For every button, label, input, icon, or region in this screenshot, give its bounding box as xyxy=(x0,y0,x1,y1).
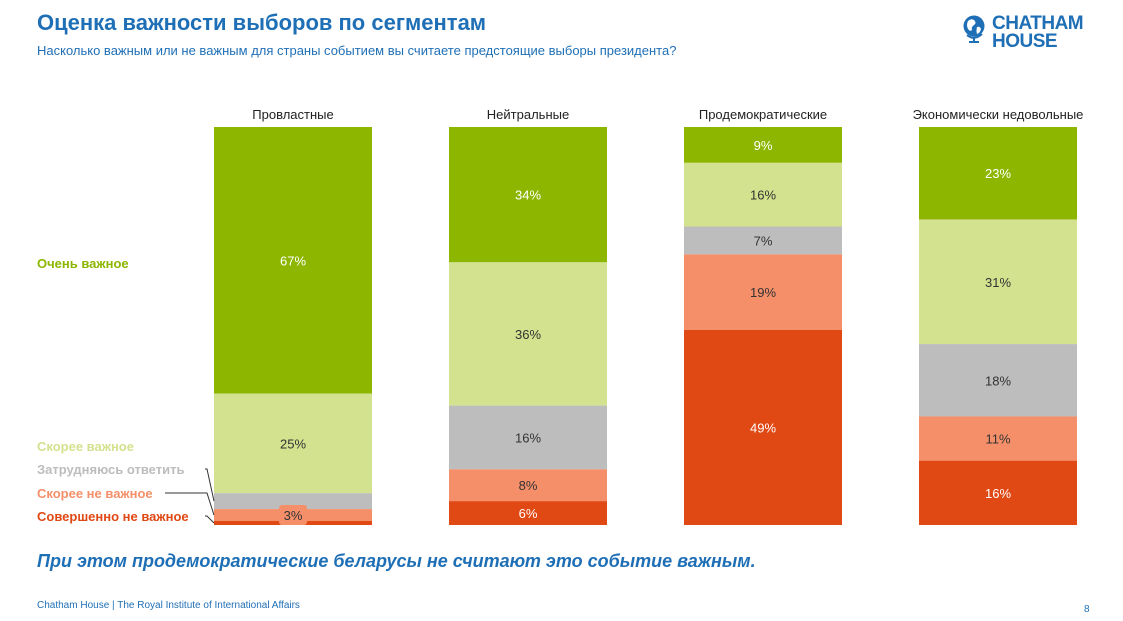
footer-text: Chatham House | The Royal Institute of I… xyxy=(37,600,300,611)
data-label: 67% xyxy=(280,253,306,268)
data-label: 18% xyxy=(985,373,1011,388)
bar-segment xyxy=(919,460,1077,525)
conclusion-text: При этом продемократические беларусы не … xyxy=(37,551,756,571)
category-label: Экономически недовольные xyxy=(913,107,1084,122)
data-label: 16% xyxy=(750,188,776,203)
data-label: 25% xyxy=(280,436,306,451)
data-label: 9% xyxy=(754,138,773,153)
legend-label: Скорее не важное xyxy=(37,486,153,501)
bar-segment xyxy=(449,469,607,502)
category-label: Продемократические xyxy=(699,107,827,122)
logo-line-2: HOUSE xyxy=(992,31,1058,52)
data-label: 7% xyxy=(754,233,773,248)
page-number: 8 xyxy=(1084,604,1090,615)
bar-segment xyxy=(449,127,607,263)
bar-segment xyxy=(684,254,842,330)
bar-segment xyxy=(919,219,1077,345)
bar-segment xyxy=(214,393,372,494)
bar-segment xyxy=(214,493,372,510)
bar-segment xyxy=(919,344,1077,417)
legend-connector-line xyxy=(205,515,215,524)
bar-segment xyxy=(684,329,842,525)
bar-segment xyxy=(214,127,372,394)
legend-label: Очень важное xyxy=(37,256,129,271)
legend-connector-line xyxy=(165,492,215,516)
legend-connector-line xyxy=(205,468,215,502)
bar-segment xyxy=(684,162,842,227)
stacked-bar-chart: Провластные Нейтральные Продемократические… xyxy=(37,107,1084,526)
legend-label: Затрудняюсь ответить xyxy=(37,462,184,477)
data-label: 36% xyxy=(515,327,541,342)
legend-label: Скорее важное xyxy=(37,439,134,454)
bar-segment xyxy=(684,226,842,255)
data-label: 16% xyxy=(515,430,541,445)
logo-line-1: CHATHAM xyxy=(992,13,1084,34)
legend-label: Совершенно не важное xyxy=(37,509,189,524)
data-label: 11% xyxy=(985,432,1010,447)
bar-segment xyxy=(684,127,842,163)
data-label: 23% xyxy=(985,166,1011,181)
bar-segment xyxy=(919,127,1077,220)
data-label: 16% xyxy=(985,486,1011,501)
bar-segment xyxy=(449,405,607,470)
bar-segment xyxy=(449,501,607,525)
category-label: Провластные xyxy=(252,107,333,122)
page-title: Оценка важности выборов по сегментам xyxy=(37,10,487,35)
data-label: 6% xyxy=(519,506,538,521)
data-label: 3% xyxy=(284,508,303,523)
data-label: 8% xyxy=(519,478,538,493)
chatham-house-logo: CHATHAM HOUSE xyxy=(962,14,1092,54)
page-subtitle: Насколько важным или не важным для стран… xyxy=(37,43,677,58)
category-label: Нейтральные xyxy=(487,107,569,122)
data-label: 34% xyxy=(515,188,541,203)
bar-segment xyxy=(919,416,1077,461)
globe-icon xyxy=(963,15,985,43)
data-label: 49% xyxy=(750,420,776,435)
data-label-background xyxy=(279,505,307,526)
data-label: 31% xyxy=(985,275,1011,290)
bar-segment xyxy=(449,262,607,406)
data-label: 19% xyxy=(750,285,776,300)
